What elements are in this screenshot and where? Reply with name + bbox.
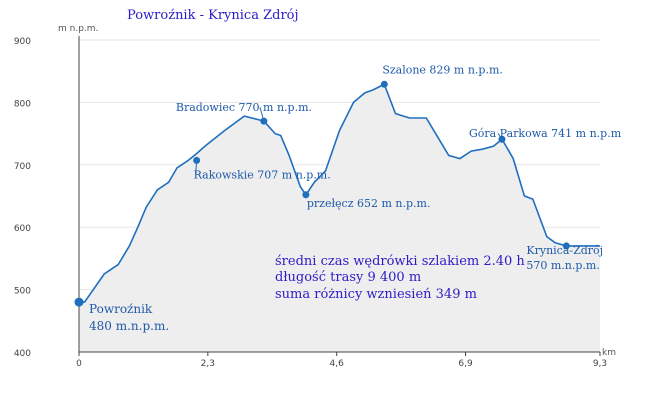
waypoint-label: Bradowiec 770 m n.p.m. bbox=[176, 101, 312, 114]
waypoint-label: Rakowskie 707 m n.p.m. bbox=[194, 168, 331, 181]
y-tick-label: 500 bbox=[14, 287, 31, 297]
y-axis-label: m n.p.m. bbox=[58, 24, 98, 34]
label-leader bbox=[195, 160, 198, 175]
route-info: średni czas wędrówki szlakiem 2.40 h dłu… bbox=[275, 254, 525, 302]
x-tick-label: 4,6 bbox=[330, 359, 345, 369]
info-length: długość trasy 9 400 m bbox=[275, 270, 421, 285]
info-time: średni czas wędrówki szlakiem 2.40 h bbox=[275, 254, 525, 269]
waypoint-label: Góra Parkowa 741 m n.p.m bbox=[469, 127, 622, 140]
label-leader bbox=[497, 132, 503, 140]
x-tick-label: 9,3 bbox=[593, 359, 607, 369]
waypoint-label-elevation: 480 m.n.p.m. bbox=[89, 319, 169, 333]
y-tick-label: 700 bbox=[14, 162, 31, 172]
y-tick-label: 800 bbox=[14, 99, 31, 109]
y-tick-label: 900 bbox=[14, 37, 31, 47]
info-ascent: suma różnicy wzniesień 349 m bbox=[275, 287, 477, 302]
waypoint-label: Szalone 829 m n.p.m. bbox=[382, 63, 503, 76]
waypoint-marker bbox=[562, 242, 570, 250]
x-tick-label: 2,3 bbox=[201, 359, 215, 369]
waypoint-label: przełęcz 652 m n.p.m. bbox=[307, 197, 431, 210]
y-tick-label: 600 bbox=[14, 224, 31, 234]
x-tick-label: 0 bbox=[76, 359, 82, 369]
label-leader bbox=[259, 106, 265, 122]
waypoint-marker bbox=[380, 80, 388, 88]
elevation-area bbox=[79, 84, 600, 353]
waypoint-label: Krynica-Zdrój bbox=[526, 244, 603, 257]
x-axis-label: km bbox=[602, 348, 616, 358]
chart-title: Powroźnik - Krynica Zdrój bbox=[127, 8, 299, 23]
elevation-line bbox=[79, 83, 600, 303]
y-tick-label: 400 bbox=[14, 349, 31, 359]
x-tick-label: 6,9 bbox=[458, 359, 473, 369]
waypoint-marker bbox=[74, 297, 84, 307]
waypoint-marker bbox=[302, 191, 310, 199]
waypoint-label-elevation: 570 m.n.p.m. bbox=[526, 259, 599, 272]
waypoint-label: Powroźnik bbox=[89, 302, 153, 316]
